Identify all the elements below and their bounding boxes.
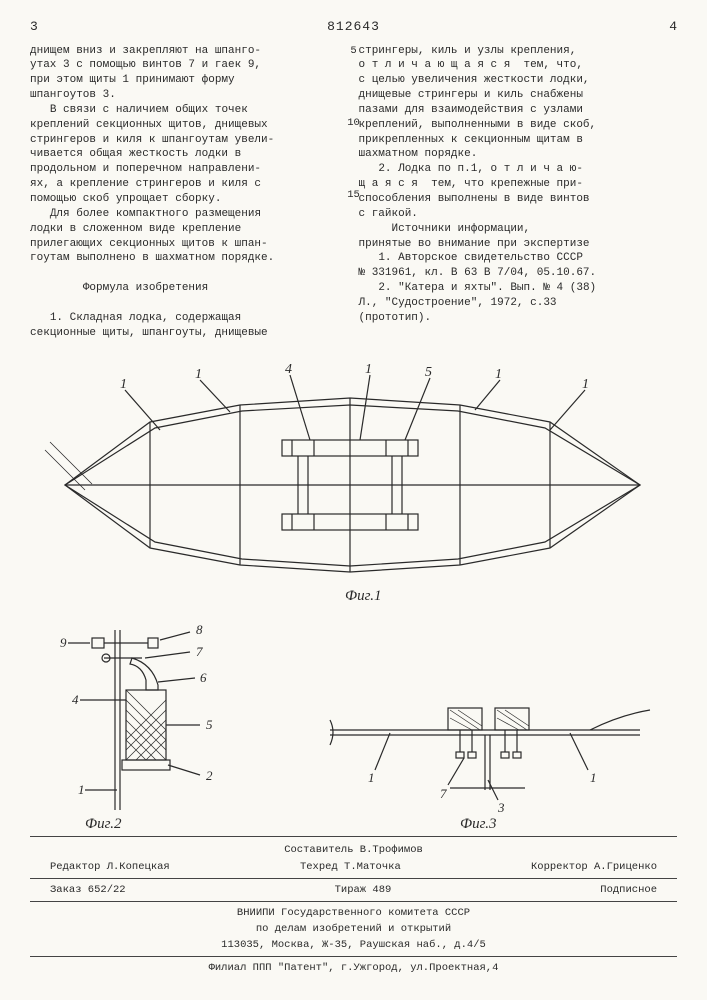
figure-3 — [330, 708, 650, 800]
svg-text:9: 9 — [60, 635, 67, 650]
org-address: 113035, Москва, Ж-35, Раушская наб., д.4… — [30, 938, 677, 957]
fig1-callouts: 1 1 4 1 5 1 1 — [120, 362, 589, 392]
svg-text:2: 2 — [206, 768, 213, 783]
figures-area: 1 1 4 1 5 1 1 Фиг.1 — [30, 350, 677, 830]
editor: Редактор Л.Копецкая — [50, 860, 170, 874]
page-col-left: 3 — [30, 18, 70, 36]
org-line-1: ВНИИПИ Государственного комитета СССР — [30, 906, 677, 920]
corrector: Корректор А.Гриценко — [531, 860, 657, 874]
branch: Филиал ППП "Патент", г.Ужгород, ул.Проек… — [30, 961, 677, 975]
svg-text:6: 6 — [200, 670, 207, 685]
svg-text:5: 5 — [425, 365, 432, 380]
fig3-label: Фиг.3 — [460, 816, 496, 830]
fig2-label: Фиг.2 — [85, 816, 122, 830]
svg-text:1: 1 — [78, 782, 85, 797]
line-num: 5 — [347, 44, 361, 58]
svg-text:1: 1 — [368, 770, 375, 785]
page: 3 812643 4 5 10 15 днищем вниз и закрепл… — [0, 0, 707, 1000]
figure-2 — [68, 630, 200, 810]
svg-text:4: 4 — [72, 692, 79, 707]
org-line-2: по делам изобретений и открытий — [30, 922, 677, 936]
svg-text:4: 4 — [285, 362, 292, 377]
figures-svg: 1 1 4 1 5 1 1 Фиг.1 — [30, 350, 677, 830]
svg-text:7: 7 — [196, 644, 203, 659]
line-num: 10 — [347, 116, 361, 130]
header: 3 812643 4 — [30, 18, 677, 36]
svg-text:1: 1 — [590, 770, 597, 785]
svg-text:7: 7 — [440, 786, 447, 801]
page-col-right: 4 — [637, 18, 677, 36]
svg-text:8: 8 — [196, 622, 203, 637]
svg-text:5: 5 — [206, 717, 213, 732]
subscription: Подписное — [600, 883, 657, 897]
line-num: 15 — [347, 188, 361, 202]
footer: Составитель В.Трофимов Редактор Л.Копецк… — [30, 836, 677, 975]
svg-text:1: 1 — [195, 367, 202, 382]
svg-text:3: 3 — [497, 800, 505, 815]
column-right: стрингеры, киль и узлы крепления, о т л … — [359, 44, 678, 341]
techred: Техред Т.Маточка — [300, 860, 401, 874]
svg-text:1: 1 — [495, 367, 502, 382]
tirazh: Тираж 489 — [335, 883, 392, 897]
compositor: Составитель В.Трофимов — [30, 843, 677, 857]
svg-text:1: 1 — [365, 362, 372, 377]
svg-text:1: 1 — [120, 377, 127, 392]
column-left: днищем вниз и закрепляют на шпанго- утах… — [30, 44, 349, 341]
doc-number: 812643 — [70, 18, 637, 36]
fig3-callouts: 1 7 3 1 — [368, 770, 597, 815]
fig1-label: Фиг.1 — [345, 588, 381, 604]
svg-text:1: 1 — [582, 377, 589, 392]
figure-1 — [45, 375, 640, 572]
order: Заказ 652/22 — [50, 883, 126, 897]
line-number-gutter: 5 10 15 — [347, 44, 361, 261]
fig2-callouts: 9 8 7 6 4 5 1 2 — [60, 622, 213, 797]
